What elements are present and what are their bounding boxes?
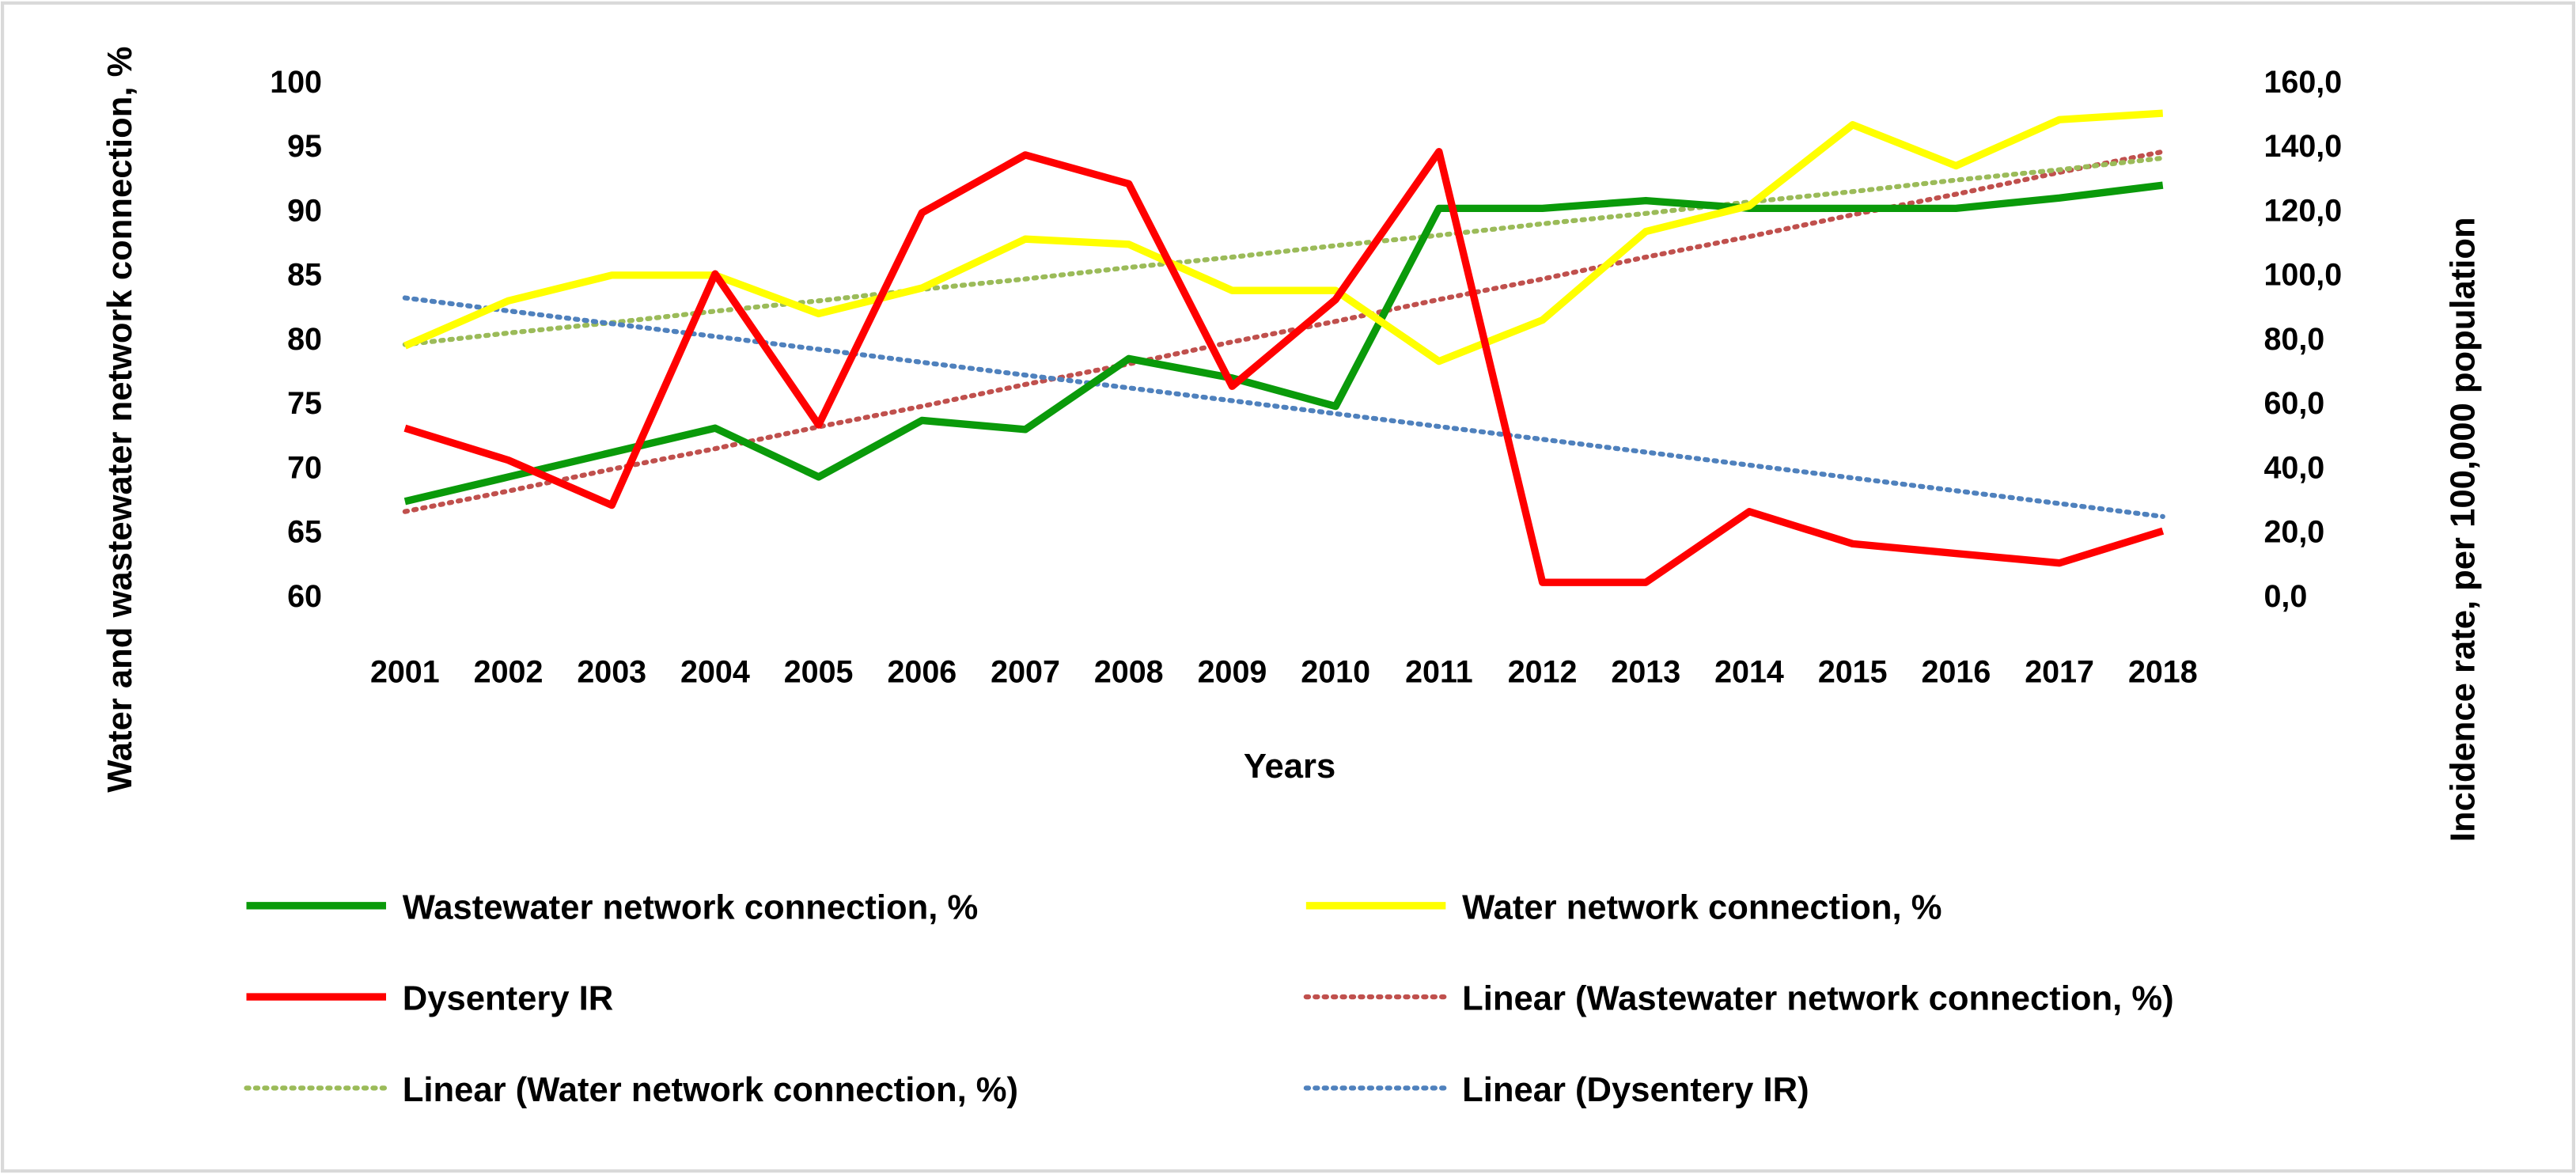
x-tick-label: 2013: [1611, 654, 1680, 689]
x-axis-label: Years: [1244, 748, 1335, 786]
legend-label: Linear (Wastewater network connection, %…: [1462, 980, 2173, 1018]
series-line: [403, 109, 2164, 365]
series-line: [403, 148, 2165, 586]
y-tick-label: 75: [287, 386, 322, 421]
y-tick-label: 65: [287, 515, 322, 550]
trend-line: [402, 155, 2165, 347]
y2-tick-label: 100,0: [2263, 258, 2342, 293]
y2-tick-label: 80,0: [2263, 322, 2324, 357]
x-tick-label: 2015: [1818, 654, 1888, 689]
y-tick-label: 100: [270, 65, 322, 100]
x-tick-label: 2003: [577, 654, 646, 689]
y-tick-label: 80: [287, 322, 322, 357]
x-tick-label: 2016: [1922, 654, 1991, 689]
legend-label: Wastewater network connection, %: [403, 888, 979, 926]
x-tick-label: 2006: [887, 654, 957, 689]
y-tick-label: 70: [287, 450, 322, 485]
y-tick-label: 95: [287, 129, 322, 164]
y-tick-label: 85: [287, 258, 322, 293]
x-tick-label: 2012: [1508, 654, 1578, 689]
x-tick-label: 2014: [1714, 654, 1784, 689]
x-tick-label: 2002: [474, 654, 544, 689]
legend-label: Linear (Dysentery IR): [1462, 1071, 1809, 1109]
legend-label: Water network connection, %: [1462, 888, 1941, 926]
x-tick-label: 2001: [370, 654, 440, 689]
x-tick-label: 2010: [1301, 654, 1370, 689]
y-tick-label: 90: [287, 193, 322, 228]
x-tick-label: 2011: [1405, 654, 1473, 689]
legend-label: Dysentery IR: [403, 980, 614, 1018]
y2-tick-label: 0,0: [2263, 579, 2307, 614]
y-axis-label: Water and wastewater network connection,…: [101, 47, 139, 793]
x-tick-label: 2005: [784, 654, 854, 689]
y2-tick-label: 20,0: [2263, 515, 2324, 550]
x-tick-label: 2018: [2128, 654, 2198, 689]
y2-tick-label: 60,0: [2263, 386, 2324, 421]
y2-tick-label: 160,0: [2263, 65, 2342, 100]
legend-label: Linear (Water network connection, %): [403, 1071, 1018, 1109]
y2-tick-label: 140,0: [2263, 129, 2342, 164]
trend-line: [402, 295, 2165, 520]
y-tick-label: 60: [287, 579, 322, 614]
x-tick-label: 2017: [2025, 654, 2094, 689]
x-tick-label: 2008: [1094, 654, 1164, 689]
y2-tick-label: 120,0: [2263, 193, 2342, 228]
x-tick-label: 2007: [991, 654, 1060, 689]
x-tick-label: 2009: [1198, 654, 1267, 689]
series-line: [403, 181, 2164, 506]
y2-axis-label: Incidence rate, per 100,000 population: [2444, 217, 2482, 842]
y2-tick-label: 40,0: [2263, 450, 2324, 485]
x-tick-label: 2004: [680, 654, 750, 689]
